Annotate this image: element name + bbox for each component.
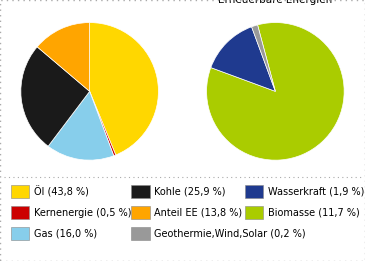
Text: Biomasse (11,7 %): Biomasse (11,7 %) [268,208,359,218]
Text: Welt-Primärenergieverbrauch
1971: Welt-Primärenergieverbrauch 1971 [4,0,158,1]
Text: Geothermie,Wind,Solar (0,2 %): Geothermie,Wind,Solar (0,2 %) [154,229,306,239]
Text: Wasserkraft (1,9 %): Wasserkraft (1,9 %) [268,187,364,197]
Wedge shape [251,25,275,91]
Text: Anteil EE (13,8 %): Anteil EE (13,8 %) [154,208,242,218]
Text: Kohle (25,9 %): Kohle (25,9 %) [154,187,226,197]
Title: Erneuerbare Energien: Erneuerbare Energien [218,0,333,5]
Text: Kernenergie (0,5 %): Kernenergie (0,5 %) [34,208,131,218]
Text: Gas (16,0 %): Gas (16,0 %) [34,229,97,239]
Wedge shape [211,27,275,91]
Wedge shape [90,91,116,156]
Wedge shape [48,91,114,160]
Text: Öl (43,8 %): Öl (43,8 %) [34,186,89,198]
Wedge shape [90,22,158,155]
Wedge shape [37,22,90,91]
Wedge shape [207,22,344,160]
Wedge shape [21,47,90,146]
